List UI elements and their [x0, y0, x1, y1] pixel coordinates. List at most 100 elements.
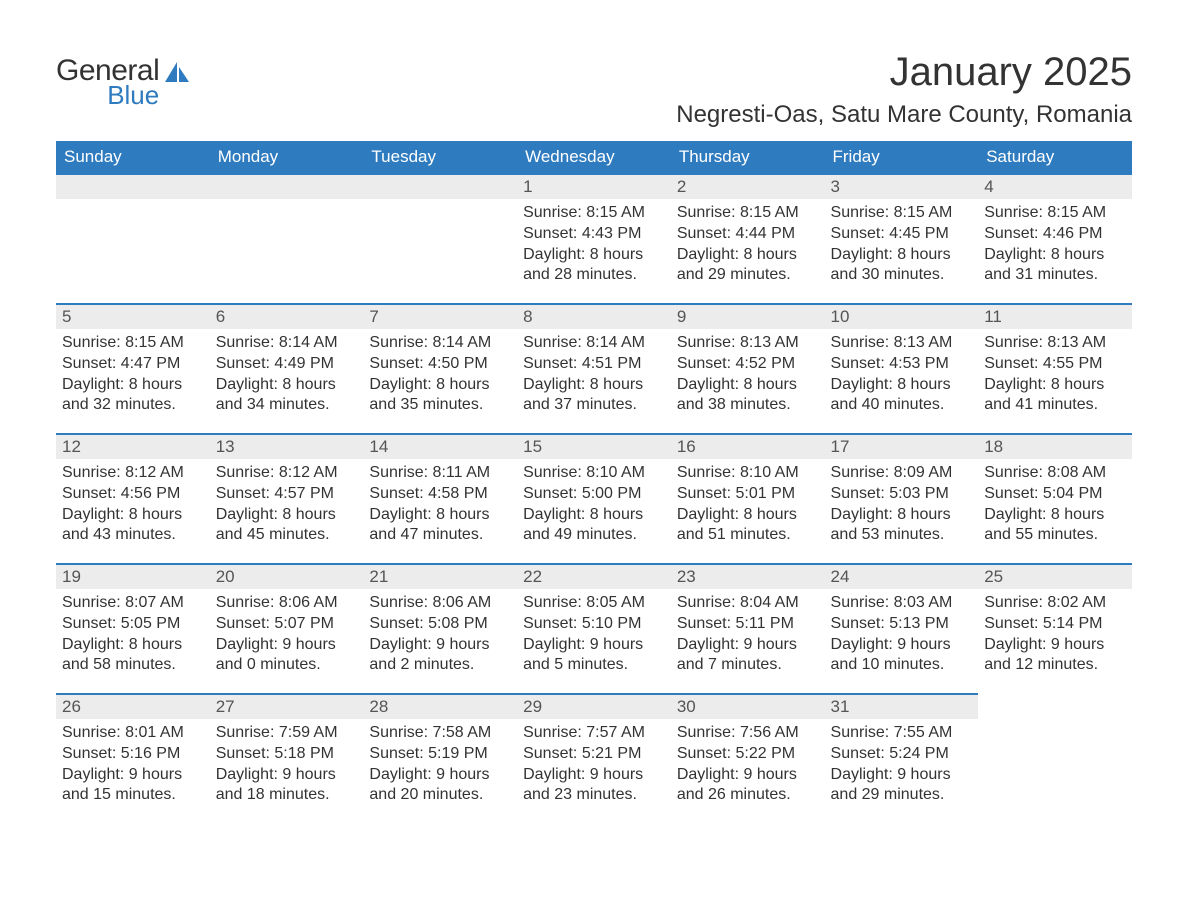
weekday-header: Friday — [825, 141, 979, 173]
day-details: Sunrise: 8:04 AMSunset: 5:11 PMDaylight:… — [671, 589, 825, 688]
daylight-line: Daylight: 8 hours and 34 minutes. — [216, 375, 358, 417]
day-number: 31 — [825, 693, 979, 719]
day-details: Sunrise: 8:12 AMSunset: 4:57 PMDaylight:… — [210, 459, 364, 558]
daylight-line: Daylight: 8 hours and 29 minutes. — [677, 245, 819, 287]
calendar-day-cell: 31Sunrise: 7:55 AMSunset: 5:24 PMDayligh… — [825, 693, 979, 823]
sunset-line: Sunset: 5:18 PM — [216, 744, 358, 765]
sunrise-line: Sunrise: 8:03 AM — [831, 593, 973, 614]
sunrise-line: Sunrise: 8:02 AM — [984, 593, 1126, 614]
sunrise-line: Sunrise: 8:15 AM — [677, 203, 819, 224]
day-details: Sunrise: 8:15 AMSunset: 4:43 PMDaylight:… — [517, 199, 671, 298]
calendar-day-cell: 12Sunrise: 8:12 AMSunset: 4:56 PMDayligh… — [56, 433, 210, 563]
sunset-line: Sunset: 5:00 PM — [523, 484, 665, 505]
day-details: Sunrise: 8:13 AMSunset: 4:55 PMDaylight:… — [978, 329, 1132, 428]
calendar-day-cell: 9Sunrise: 8:13 AMSunset: 4:52 PMDaylight… — [671, 303, 825, 433]
day-number: 1 — [517, 173, 671, 199]
calendar-day-cell: 14Sunrise: 8:11 AMSunset: 4:58 PMDayligh… — [363, 433, 517, 563]
daylight-line: Daylight: 9 hours and 20 minutes. — [369, 765, 511, 807]
calendar-day-cell: 6Sunrise: 8:14 AMSunset: 4:49 PMDaylight… — [210, 303, 364, 433]
day-details: Sunrise: 8:06 AMSunset: 5:07 PMDaylight:… — [210, 589, 364, 688]
sunrise-line: Sunrise: 7:55 AM — [831, 723, 973, 744]
sunset-line: Sunset: 4:52 PM — [677, 354, 819, 375]
calendar-day-cell: 13Sunrise: 8:12 AMSunset: 4:57 PMDayligh… — [210, 433, 364, 563]
calendar-day-cell: 3Sunrise: 8:15 AMSunset: 4:45 PMDaylight… — [825, 173, 979, 303]
sunrise-line: Sunrise: 8:15 AM — [831, 203, 973, 224]
weekday-header: Saturday — [978, 141, 1132, 173]
sunrise-line: Sunrise: 8:13 AM — [831, 333, 973, 354]
calendar-table: SundayMondayTuesdayWednesdayThursdayFrid… — [56, 141, 1132, 823]
sunrise-line: Sunrise: 8:06 AM — [369, 593, 511, 614]
daylight-line: Daylight: 8 hours and 35 minutes. — [369, 375, 511, 417]
day-details: Sunrise: 8:10 AMSunset: 5:00 PMDaylight:… — [517, 459, 671, 558]
sunset-line: Sunset: 5:10 PM — [523, 614, 665, 635]
sunrise-line: Sunrise: 8:12 AM — [216, 463, 358, 484]
sunrise-line: Sunrise: 8:07 AM — [62, 593, 204, 614]
day-details: Sunrise: 8:15 AMSunset: 4:46 PMDaylight:… — [978, 199, 1132, 298]
day-details: Sunrise: 8:14 AMSunset: 4:50 PMDaylight:… — [363, 329, 517, 428]
day-number: 2 — [671, 173, 825, 199]
calendar-day-cell: 16Sunrise: 8:10 AMSunset: 5:01 PMDayligh… — [671, 433, 825, 563]
sunrise-line: Sunrise: 8:08 AM — [984, 463, 1126, 484]
sunset-line: Sunset: 5:04 PM — [984, 484, 1126, 505]
day-details: Sunrise: 8:02 AMSunset: 5:14 PMDaylight:… — [978, 589, 1132, 688]
daylight-line: Daylight: 9 hours and 15 minutes. — [62, 765, 204, 807]
daylight-line: Daylight: 8 hours and 32 minutes. — [62, 375, 204, 417]
day-number: 9 — [671, 303, 825, 329]
daylight-line: Daylight: 9 hours and 26 minutes. — [677, 765, 819, 807]
calendar-week-row: 5Sunrise: 8:15 AMSunset: 4:47 PMDaylight… — [56, 303, 1132, 433]
sunset-line: Sunset: 4:57 PM — [216, 484, 358, 505]
daylight-line: Daylight: 9 hours and 0 minutes. — [216, 635, 358, 677]
day-number: 29 — [517, 693, 671, 719]
day-number: 27 — [210, 693, 364, 719]
sunrise-line: Sunrise: 7:59 AM — [216, 723, 358, 744]
day-details: Sunrise: 8:13 AMSunset: 4:52 PMDaylight:… — [671, 329, 825, 428]
daylight-line: Daylight: 9 hours and 5 minutes. — [523, 635, 665, 677]
day-number: 18 — [978, 433, 1132, 459]
day-details: Sunrise: 8:03 AMSunset: 5:13 PMDaylight:… — [825, 589, 979, 688]
sunset-line: Sunset: 4:53 PM — [831, 354, 973, 375]
sunset-line: Sunset: 5:05 PM — [62, 614, 204, 635]
day-details: Sunrise: 8:15 AMSunset: 4:45 PMDaylight:… — [825, 199, 979, 298]
daylight-line: Daylight: 8 hours and 31 minutes. — [984, 245, 1126, 287]
title-block: January 2025 Negresti-Oas, Satu Mare Cou… — [676, 50, 1132, 129]
day-details: Sunrise: 8:09 AMSunset: 5:03 PMDaylight:… — [825, 459, 979, 558]
daylight-line: Daylight: 9 hours and 2 minutes. — [369, 635, 511, 677]
sunrise-line: Sunrise: 8:04 AM — [677, 593, 819, 614]
sunset-line: Sunset: 5:13 PM — [831, 614, 973, 635]
calendar-day-cell: 2Sunrise: 8:15 AMSunset: 4:44 PMDaylight… — [671, 173, 825, 303]
sunset-line: Sunset: 4:58 PM — [369, 484, 511, 505]
sunset-line: Sunset: 5:24 PM — [831, 744, 973, 765]
daylight-line: Daylight: 8 hours and 47 minutes. — [369, 505, 511, 547]
day-number: 14 — [363, 433, 517, 459]
day-details: Sunrise: 8:05 AMSunset: 5:10 PMDaylight:… — [517, 589, 671, 688]
day-details: Sunrise: 7:59 AMSunset: 5:18 PMDaylight:… — [210, 719, 364, 818]
sunrise-line: Sunrise: 8:13 AM — [677, 333, 819, 354]
day-number: 24 — [825, 563, 979, 589]
day-details: Sunrise: 8:01 AMSunset: 5:16 PMDaylight:… — [56, 719, 210, 818]
day-number: 4 — [978, 173, 1132, 199]
weekday-header: Monday — [210, 141, 364, 173]
sunrise-line: Sunrise: 7:56 AM — [677, 723, 819, 744]
sunset-line: Sunset: 5:22 PM — [677, 744, 819, 765]
day-number: 6 — [210, 303, 364, 329]
day-number: 5 — [56, 303, 210, 329]
sunset-line: Sunset: 4:51 PM — [523, 354, 665, 375]
calendar-day-cell: 5Sunrise: 8:15 AMSunset: 4:47 PMDaylight… — [56, 303, 210, 433]
sunset-line: Sunset: 5:08 PM — [369, 614, 511, 635]
calendar-day-cell: 7Sunrise: 8:14 AMSunset: 4:50 PMDaylight… — [363, 303, 517, 433]
calendar-day-cell: 17Sunrise: 8:09 AMSunset: 5:03 PMDayligh… — [825, 433, 979, 563]
brand-sail-icon — [163, 60, 191, 91]
day-details: Sunrise: 7:56 AMSunset: 5:22 PMDaylight:… — [671, 719, 825, 818]
calendar-day-cell — [56, 173, 210, 303]
sunrise-line: Sunrise: 8:15 AM — [984, 203, 1126, 224]
daylight-line: Daylight: 8 hours and 53 minutes. — [831, 505, 973, 547]
calendar-day-cell — [210, 173, 364, 303]
sunset-line: Sunset: 4:55 PM — [984, 354, 1126, 375]
calendar-day-cell: 30Sunrise: 7:56 AMSunset: 5:22 PMDayligh… — [671, 693, 825, 823]
daylight-line: Daylight: 9 hours and 12 minutes. — [984, 635, 1126, 677]
calendar-day-cell: 8Sunrise: 8:14 AMSunset: 4:51 PMDaylight… — [517, 303, 671, 433]
day-number: 7 — [363, 303, 517, 329]
calendar-day-cell: 18Sunrise: 8:08 AMSunset: 5:04 PMDayligh… — [978, 433, 1132, 563]
day-details: Sunrise: 8:14 AMSunset: 4:49 PMDaylight:… — [210, 329, 364, 428]
sunset-line: Sunset: 5:14 PM — [984, 614, 1126, 635]
